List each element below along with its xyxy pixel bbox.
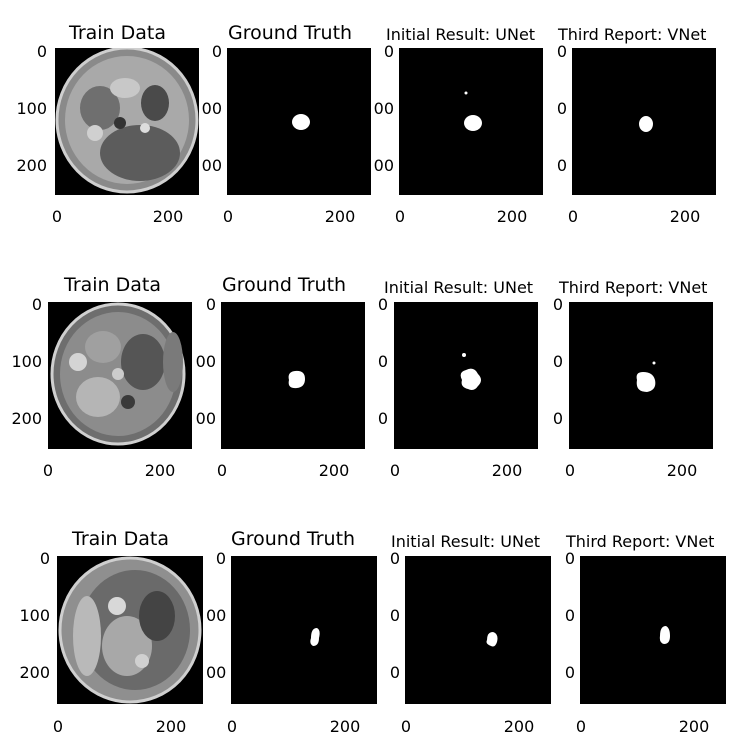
ytick-label: 00 <box>206 663 227 682</box>
mask-image <box>399 48 543 195</box>
ytick-label: 0 <box>564 663 575 682</box>
ytick-label: 100 <box>11 352 42 371</box>
xtick-label: 200 <box>491 461 523 480</box>
xtick-label: 0 <box>400 717 412 736</box>
ytick-label: 200 <box>16 156 47 175</box>
xtick-label: 0 <box>51 207 63 226</box>
mask-image <box>221 302 365 449</box>
xtick-label: 200 <box>152 207 184 226</box>
xtick-label: 200 <box>503 717 535 736</box>
xtick-label: 0 <box>42 461 54 480</box>
mask-image <box>231 556 377 704</box>
xtick-label: 0 <box>394 207 406 226</box>
ytick-label: 00 <box>201 99 222 118</box>
xtick-label: 200 <box>318 461 350 480</box>
mask-image <box>394 302 538 449</box>
ytick-label: 00 <box>373 99 394 118</box>
ytick-label: 0 <box>377 352 388 371</box>
ytick-label: 200 <box>11 409 42 428</box>
ytick-label: 00 <box>195 352 216 371</box>
xtick-label: 0 <box>564 461 576 480</box>
ytick-label: 0 <box>552 409 563 428</box>
xtick-label: 200 <box>496 207 528 226</box>
xtick-label: 200 <box>666 461 698 480</box>
xtick-label: 200 <box>678 717 710 736</box>
ytick-label: 0 <box>211 42 222 61</box>
ytick-label: 0 <box>215 549 226 568</box>
xtick-label: 0 <box>52 717 64 736</box>
ytick-label: 00 <box>195 409 216 428</box>
ytick-label: 100 <box>19 606 50 625</box>
panel-title: Ground Truth <box>231 528 356 550</box>
ytick-label: 0 <box>564 606 575 625</box>
ytick-label: 0 <box>556 42 567 61</box>
mask-image <box>569 302 713 449</box>
panel-title: Ground Truth <box>228 22 353 44</box>
xtick-label: 0 <box>226 717 238 736</box>
ytick-label: 00 <box>373 156 394 175</box>
panel-title: Third Report: VNet <box>559 278 708 297</box>
ytick-label: 0 <box>556 99 567 118</box>
panel-title: Initial Result: UNet <box>384 278 534 297</box>
mask-image <box>572 48 716 195</box>
ytick-label: 0 <box>389 663 400 682</box>
ct-image <box>48 302 192 449</box>
xtick-label: 0 <box>216 461 228 480</box>
ytick-label: 100 <box>16 99 47 118</box>
ytick-label: 0 <box>205 295 216 314</box>
ytick-label: 00 <box>201 156 222 175</box>
xtick-label: 0 <box>575 717 587 736</box>
ct-image <box>57 556 203 704</box>
ytick-label: 0 <box>377 295 388 314</box>
ytick-label: 0 <box>564 549 575 568</box>
xtick-label: 200 <box>155 717 187 736</box>
panel-title: Ground Truth <box>222 274 347 296</box>
xtick-label: 200 <box>329 717 361 736</box>
ytick-label: 0 <box>31 295 42 314</box>
xtick-label: 0 <box>222 207 234 226</box>
xtick-label: 200 <box>669 207 701 226</box>
ytick-label: 00 <box>206 606 227 625</box>
ytick-label: 200 <box>19 663 50 682</box>
panel-title: Train Data <box>64 274 161 296</box>
ytick-label: 0 <box>36 42 47 61</box>
ytick-label: 0 <box>389 606 400 625</box>
mask-image <box>580 556 726 704</box>
xtick-label: 200 <box>144 461 176 480</box>
ytick-label: 0 <box>389 549 400 568</box>
panel-title: Train Data <box>69 22 166 44</box>
ytick-label: 0 <box>383 42 394 61</box>
xtick-label: 0 <box>389 461 401 480</box>
ytick-label: 0 <box>556 156 567 175</box>
ytick-label: 0 <box>39 549 50 568</box>
panel-title: Initial Result: UNet <box>391 532 541 551</box>
panel-title: Train Data <box>72 528 169 550</box>
panel-title: Third Report: VNet <box>566 532 715 551</box>
xtick-label: 200 <box>324 207 356 226</box>
panel-title: Initial Result: UNet <box>386 25 536 44</box>
panel-title: Third Report: VNet <box>558 25 707 44</box>
mask-image <box>227 48 371 195</box>
ytick-label: 0 <box>552 295 563 314</box>
ytick-label: 0 <box>377 409 388 428</box>
ytick-label: 0 <box>552 352 563 371</box>
ct-image <box>55 48 199 195</box>
xtick-label: 0 <box>567 207 579 226</box>
mask-image <box>405 556 551 704</box>
